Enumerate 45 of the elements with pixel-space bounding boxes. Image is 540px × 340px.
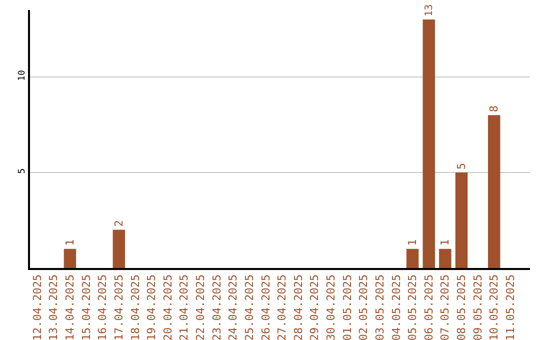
bar — [439, 248, 452, 268]
data-label: 1 — [438, 239, 452, 246]
y-tick-label: 10 — [17, 70, 28, 81]
x-tick-label: 18.04.2025 — [128, 274, 142, 340]
x-tick-label: 16.04.2025 — [96, 274, 110, 340]
data-label: 1 — [406, 239, 420, 246]
x-tick-label: 05.05.2025 — [406, 274, 420, 340]
x-tick-label: 08.05.2025 — [455, 274, 468, 340]
x-tick-label: 15.04.2025 — [80, 274, 93, 340]
x-tick-label: 19.04.2025 — [145, 274, 158, 340]
x-tick-label: 07.05.2025 — [438, 274, 452, 340]
data-label: 2 — [112, 220, 126, 227]
data-label: 13 — [424, 4, 436, 17]
x-tick-label: 22.04.2025 — [194, 274, 208, 340]
x-tick-label: 23.04.2025 — [210, 274, 224, 340]
x-tick-label: 26.04.2025 — [259, 274, 272, 340]
x-tick-label: 14.04.2025 — [64, 274, 77, 340]
x-tick-label: 29.04.2025 — [308, 274, 322, 340]
x-tick-label: 09.05.2025 — [471, 274, 484, 340]
bar — [64, 248, 76, 268]
x-tick-label: 20.04.2025 — [161, 274, 174, 340]
x-tick-label: 12.04.2025 — [30, 274, 44, 340]
x-tick-label: 06.05.2025 — [422, 274, 436, 340]
x-tick-label: 13.04.2025 — [47, 274, 60, 340]
x-tick-label: 11.05.2025 — [504, 274, 517, 340]
bar — [112, 230, 126, 268]
x-tick-label: 24.04.2025 — [226, 274, 240, 340]
x-tick-label: 27.04.2025 — [276, 274, 289, 340]
bar — [455, 172, 468, 268]
x-tick-label: 28.04.2025 — [292, 274, 305, 340]
x-tick-label: 10.05.2025 — [488, 274, 501, 340]
x-tick-label: 21.04.2025 — [178, 274, 191, 340]
bar — [422, 20, 435, 268]
bar — [406, 248, 419, 268]
x-tick-label: 02.05.2025 — [357, 274, 370, 340]
x-tick-label: 04.05.2025 — [390, 274, 403, 340]
data-label: 1 — [63, 239, 76, 246]
x-tick-label: 17.04.2025 — [112, 274, 126, 340]
data-label: 8 — [488, 105, 501, 112]
x-tick-label: 30.04.2025 — [324, 274, 338, 340]
bar — [488, 115, 500, 268]
x-tick-label: 03.05.2025 — [373, 274, 386, 340]
x-tick-label: 25.04.2025 — [242, 274, 256, 340]
x-tick-label: 01.05.2025 — [340, 274, 354, 340]
data-label: 5 — [454, 162, 468, 170]
